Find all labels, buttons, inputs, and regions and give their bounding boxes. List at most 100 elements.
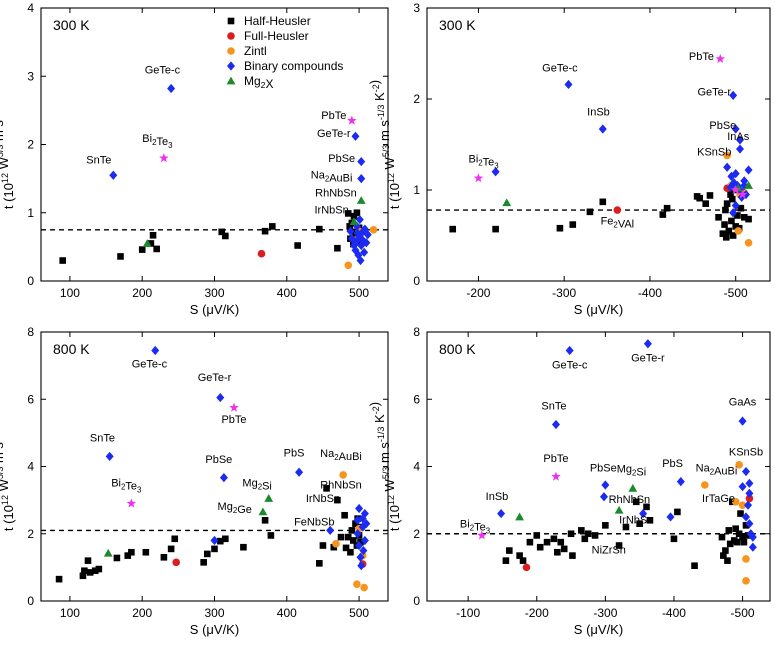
point-half-heusler <box>216 537 224 545</box>
x-tick-label: 200 <box>132 286 152 300</box>
y-tick-label: 4 <box>413 460 420 474</box>
point-half-heusler <box>506 547 513 554</box>
annotation-mg-si: Mg2Si <box>242 478 271 493</box>
point-half-heusler <box>584 530 592 538</box>
point-bi-te-pbte <box>477 530 487 540</box>
point-binary-compounds <box>353 228 362 238</box>
point-bi-te-pbte <box>473 173 484 183</box>
y-tick-label: 8 <box>27 325 34 339</box>
point-half-heusler <box>348 527 356 534</box>
point-full-heusler <box>257 249 266 258</box>
point-half-heusler <box>728 195 736 203</box>
temperature-label: 800 K <box>53 341 90 357</box>
point-full-heusler <box>745 494 754 503</box>
point-bi-te-pbte <box>730 185 741 195</box>
annotation-nizrsn: NiZrSn <box>592 544 626 556</box>
point-half-heusler <box>674 508 681 516</box>
point-binary-compounds <box>352 236 361 247</box>
x-tick-label: -400 <box>638 286 662 300</box>
point-half-heusler <box>702 200 709 207</box>
legend-label-full-heusler: Full-Heusler <box>244 29 309 43</box>
y-axis-title: t (1012 W5/3 m s-1/3 K-2) <box>0 402 16 531</box>
annotation-gete-c: GeTe-c <box>145 65 181 77</box>
point-half-heusler <box>735 530 743 538</box>
point-binary-compounds <box>167 83 176 94</box>
point-zintl <box>332 540 340 548</box>
point-half-heusler <box>543 538 551 546</box>
point-half-heusler <box>342 544 350 552</box>
x-tick-label: 500 <box>349 606 369 620</box>
point-binary-compounds <box>731 124 740 134</box>
point-half-heusler <box>670 535 678 543</box>
point-half-heusler <box>718 533 726 541</box>
point-half-heusler <box>344 210 352 217</box>
point-binary-compounds <box>639 508 648 519</box>
point-half-heusler <box>727 191 734 198</box>
point-half-heusler <box>346 223 353 230</box>
point-half-heusler <box>663 204 671 212</box>
x-tick-label: -500 <box>724 286 748 300</box>
point-half-heusler <box>86 569 94 576</box>
point-half-heusler <box>84 557 92 564</box>
point-half-heusler <box>729 232 737 239</box>
point-binary-compounds <box>210 535 219 546</box>
annotation-pbse: PbSe <box>205 454 232 466</box>
x-tick-label: 200 <box>132 606 152 620</box>
point-half-heusler <box>557 538 565 546</box>
temperature-label: 300 K <box>439 17 476 33</box>
point-half-heusler <box>167 545 175 553</box>
annotation-pbte: PbTe <box>543 453 568 465</box>
point-binary-compounds <box>151 345 160 356</box>
legend-marker-full-heusler <box>227 32 235 40</box>
point-binary-compounds <box>729 90 738 100</box>
x-axis-title: S (μV/K) <box>190 302 239 317</box>
point-half-heusler <box>554 548 561 556</box>
point-zintl <box>744 238 753 247</box>
point-half-heusler <box>719 230 727 237</box>
point-binary-compounds <box>326 525 335 535</box>
point-binary-compounds <box>358 522 367 532</box>
x-tick-label: -300 <box>593 606 617 620</box>
point-zintl <box>360 583 368 592</box>
annotation-bi-te: Bi2Te3 <box>111 478 142 495</box>
point-binary-compounds <box>353 515 362 525</box>
point-half-heusler <box>602 522 609 529</box>
point-half-heusler <box>113 554 121 562</box>
point-binary-compounds <box>676 477 685 487</box>
annotation-rhnbsn: RhNbSn <box>609 494 651 506</box>
chart-panel-4: -100 -200 -300 -400 -500 0 2 4 6 8 S (μV/K) t (1012… <box>367 325 771 637</box>
annotation-pbte: PbTe <box>321 110 346 122</box>
chart-panel-2: -200 -300 -400 -500 0 1 2 3 S (μV/K) t (1012 W5/3… <box>367 1 771 317</box>
point-binary-compounds <box>497 508 506 519</box>
point-half-heusler <box>526 538 534 546</box>
chart-panel-1: 100 200 300 400 500 0 1 2 3 4 S (μV/K) t (1012 W5/3… <box>0 1 389 317</box>
annotation-irtage: IrTaGe <box>702 493 735 505</box>
point-half-heusler <box>117 253 124 260</box>
point-half-heusler <box>726 540 734 548</box>
point-half-heusler <box>337 533 345 541</box>
point-binary-compounds <box>355 503 364 514</box>
point-half-heusler <box>622 523 630 531</box>
legend-label-binary-compounds: Binary compounds <box>244 59 343 73</box>
point-binary-compounds <box>741 466 750 477</box>
point-zintl <box>369 226 378 234</box>
point-binary-compounds <box>643 339 652 349</box>
y-tick-label: 0 <box>27 274 34 288</box>
point-half-heusler <box>732 525 739 533</box>
y-tick-label: 6 <box>27 392 34 406</box>
temperature-label: 300 K <box>53 17 90 33</box>
point-binary-compounds <box>735 135 744 145</box>
point-half-heusler <box>341 511 348 519</box>
x-axis-title: S (μV/K) <box>574 302 623 317</box>
point-half-heusler <box>591 532 599 539</box>
point-binary-compounds <box>357 174 366 184</box>
annotation-gaas: GaAs <box>729 396 757 408</box>
point-zintl <box>723 151 731 160</box>
point-half-heusler <box>160 553 168 561</box>
point-half-heusler <box>138 246 146 253</box>
legend-marker-binary-compounds <box>227 61 235 71</box>
point-half-heusler <box>723 200 731 207</box>
annotation-mg-ge: Mg2Ge <box>218 501 252 516</box>
legend-label-half-heusler: Half-Heusler <box>244 14 311 28</box>
y-tick-label: 4 <box>27 1 34 15</box>
